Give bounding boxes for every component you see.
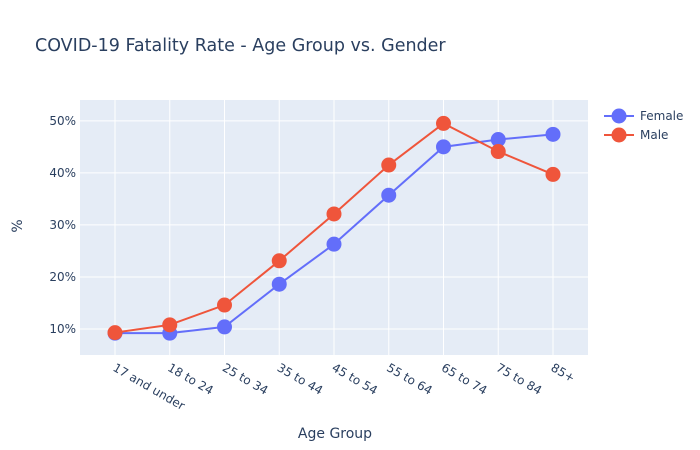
legend[interactable]: Female Male: [604, 108, 683, 143]
chart-title: COVID-19 Fatality Rate - Age Group vs. G…: [35, 36, 446, 56]
data-point[interactable]: [326, 206, 342, 222]
y-tick-label: 10%: [49, 322, 76, 336]
data-point[interactable]: [271, 276, 287, 292]
data-point[interactable]: [217, 319, 232, 335]
data-point[interactable]: [326, 236, 342, 252]
y-axis-ticks: 10% 20% 30% 40% 50%: [49, 114, 76, 336]
gridlines: [80, 100, 588, 355]
legend-item-female[interactable]: Female: [604, 108, 683, 124]
data-point[interactable]: [436, 139, 451, 155]
series-male: [107, 115, 561, 341]
legend-label: Male: [640, 128, 668, 142]
data-point[interactable]: [381, 187, 397, 203]
data-point[interactable]: [436, 115, 451, 131]
y-tick-label: 20%: [49, 270, 76, 284]
data-point[interactable]: [162, 317, 178, 333]
legend-label: Female: [640, 109, 683, 123]
data-point[interactable]: [107, 325, 123, 341]
data-point[interactable]: [381, 157, 397, 173]
y-tick-label: 50%: [49, 114, 76, 128]
series-lines: [107, 115, 561, 341]
data-point[interactable]: [490, 132, 506, 148]
data-point[interactable]: [271, 253, 287, 269]
y-axis-title: %: [10, 219, 26, 232]
legend-item-male[interactable]: Male: [604, 127, 668, 143]
data-point[interactable]: [545, 166, 561, 182]
data-point[interactable]: [545, 126, 561, 142]
y-tick-label: 30%: [49, 218, 76, 232]
data-point[interactable]: [490, 144, 506, 160]
x-axis-title: Age Group: [298, 426, 372, 442]
legend-marker: [611, 127, 627, 143]
legend-marker: [611, 108, 627, 124]
data-point[interactable]: [217, 297, 232, 313]
y-tick-label: 40%: [49, 166, 76, 180]
